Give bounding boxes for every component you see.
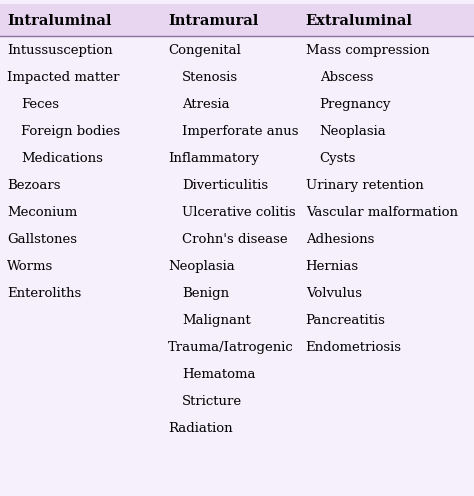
- Text: Volvulus: Volvulus: [306, 287, 362, 301]
- Text: Stenosis: Stenosis: [182, 71, 238, 84]
- Text: Neoplasia: Neoplasia: [168, 260, 235, 273]
- Text: Foreign bodies: Foreign bodies: [21, 125, 120, 138]
- Text: Pancreatitis: Pancreatitis: [306, 314, 386, 327]
- Text: Imperforate anus: Imperforate anus: [182, 125, 299, 138]
- Text: Worms: Worms: [7, 260, 54, 273]
- Text: Enteroliths: Enteroliths: [7, 287, 82, 301]
- Text: Neoplasia: Neoplasia: [320, 125, 386, 138]
- Text: Intussusception: Intussusception: [7, 44, 113, 58]
- Text: Abscess: Abscess: [320, 71, 373, 84]
- Text: Adhesions: Adhesions: [306, 233, 374, 247]
- Text: Impacted matter: Impacted matter: [7, 71, 119, 84]
- Text: Stricture: Stricture: [182, 395, 242, 408]
- Text: Feces: Feces: [21, 98, 59, 111]
- Text: Trauma/Iatrogenic: Trauma/Iatrogenic: [168, 341, 294, 354]
- Text: Bezoars: Bezoars: [7, 180, 61, 192]
- Text: Ulcerative colitis: Ulcerative colitis: [182, 206, 296, 219]
- Text: Malignant: Malignant: [182, 314, 251, 327]
- Text: Intraluminal: Intraluminal: [7, 14, 111, 28]
- Text: Medications: Medications: [21, 152, 103, 165]
- Text: Crohn's disease: Crohn's disease: [182, 233, 288, 247]
- Text: Atresia: Atresia: [182, 98, 230, 111]
- Text: Endometriosis: Endometriosis: [306, 341, 402, 354]
- Text: Intramural: Intramural: [168, 14, 259, 28]
- Text: Meconium: Meconium: [7, 206, 77, 219]
- Text: Mass compression: Mass compression: [306, 44, 429, 58]
- Text: Congenital: Congenital: [168, 44, 241, 58]
- Text: Inflammatory: Inflammatory: [168, 152, 259, 165]
- Text: Urinary retention: Urinary retention: [306, 180, 423, 192]
- Text: Extraluminal: Extraluminal: [306, 14, 413, 28]
- Text: Cysts: Cysts: [320, 152, 356, 165]
- Text: Diverticulitis: Diverticulitis: [182, 180, 268, 192]
- Text: Vascular malformation: Vascular malformation: [306, 206, 458, 219]
- Text: Hernias: Hernias: [306, 260, 359, 273]
- Text: Radiation: Radiation: [168, 423, 233, 435]
- Text: Benign: Benign: [182, 287, 229, 301]
- Text: Gallstones: Gallstones: [7, 233, 77, 247]
- Text: Hematoma: Hematoma: [182, 369, 256, 381]
- FancyBboxPatch shape: [0, 4, 474, 36]
- Text: Pregnancy: Pregnancy: [320, 98, 391, 111]
